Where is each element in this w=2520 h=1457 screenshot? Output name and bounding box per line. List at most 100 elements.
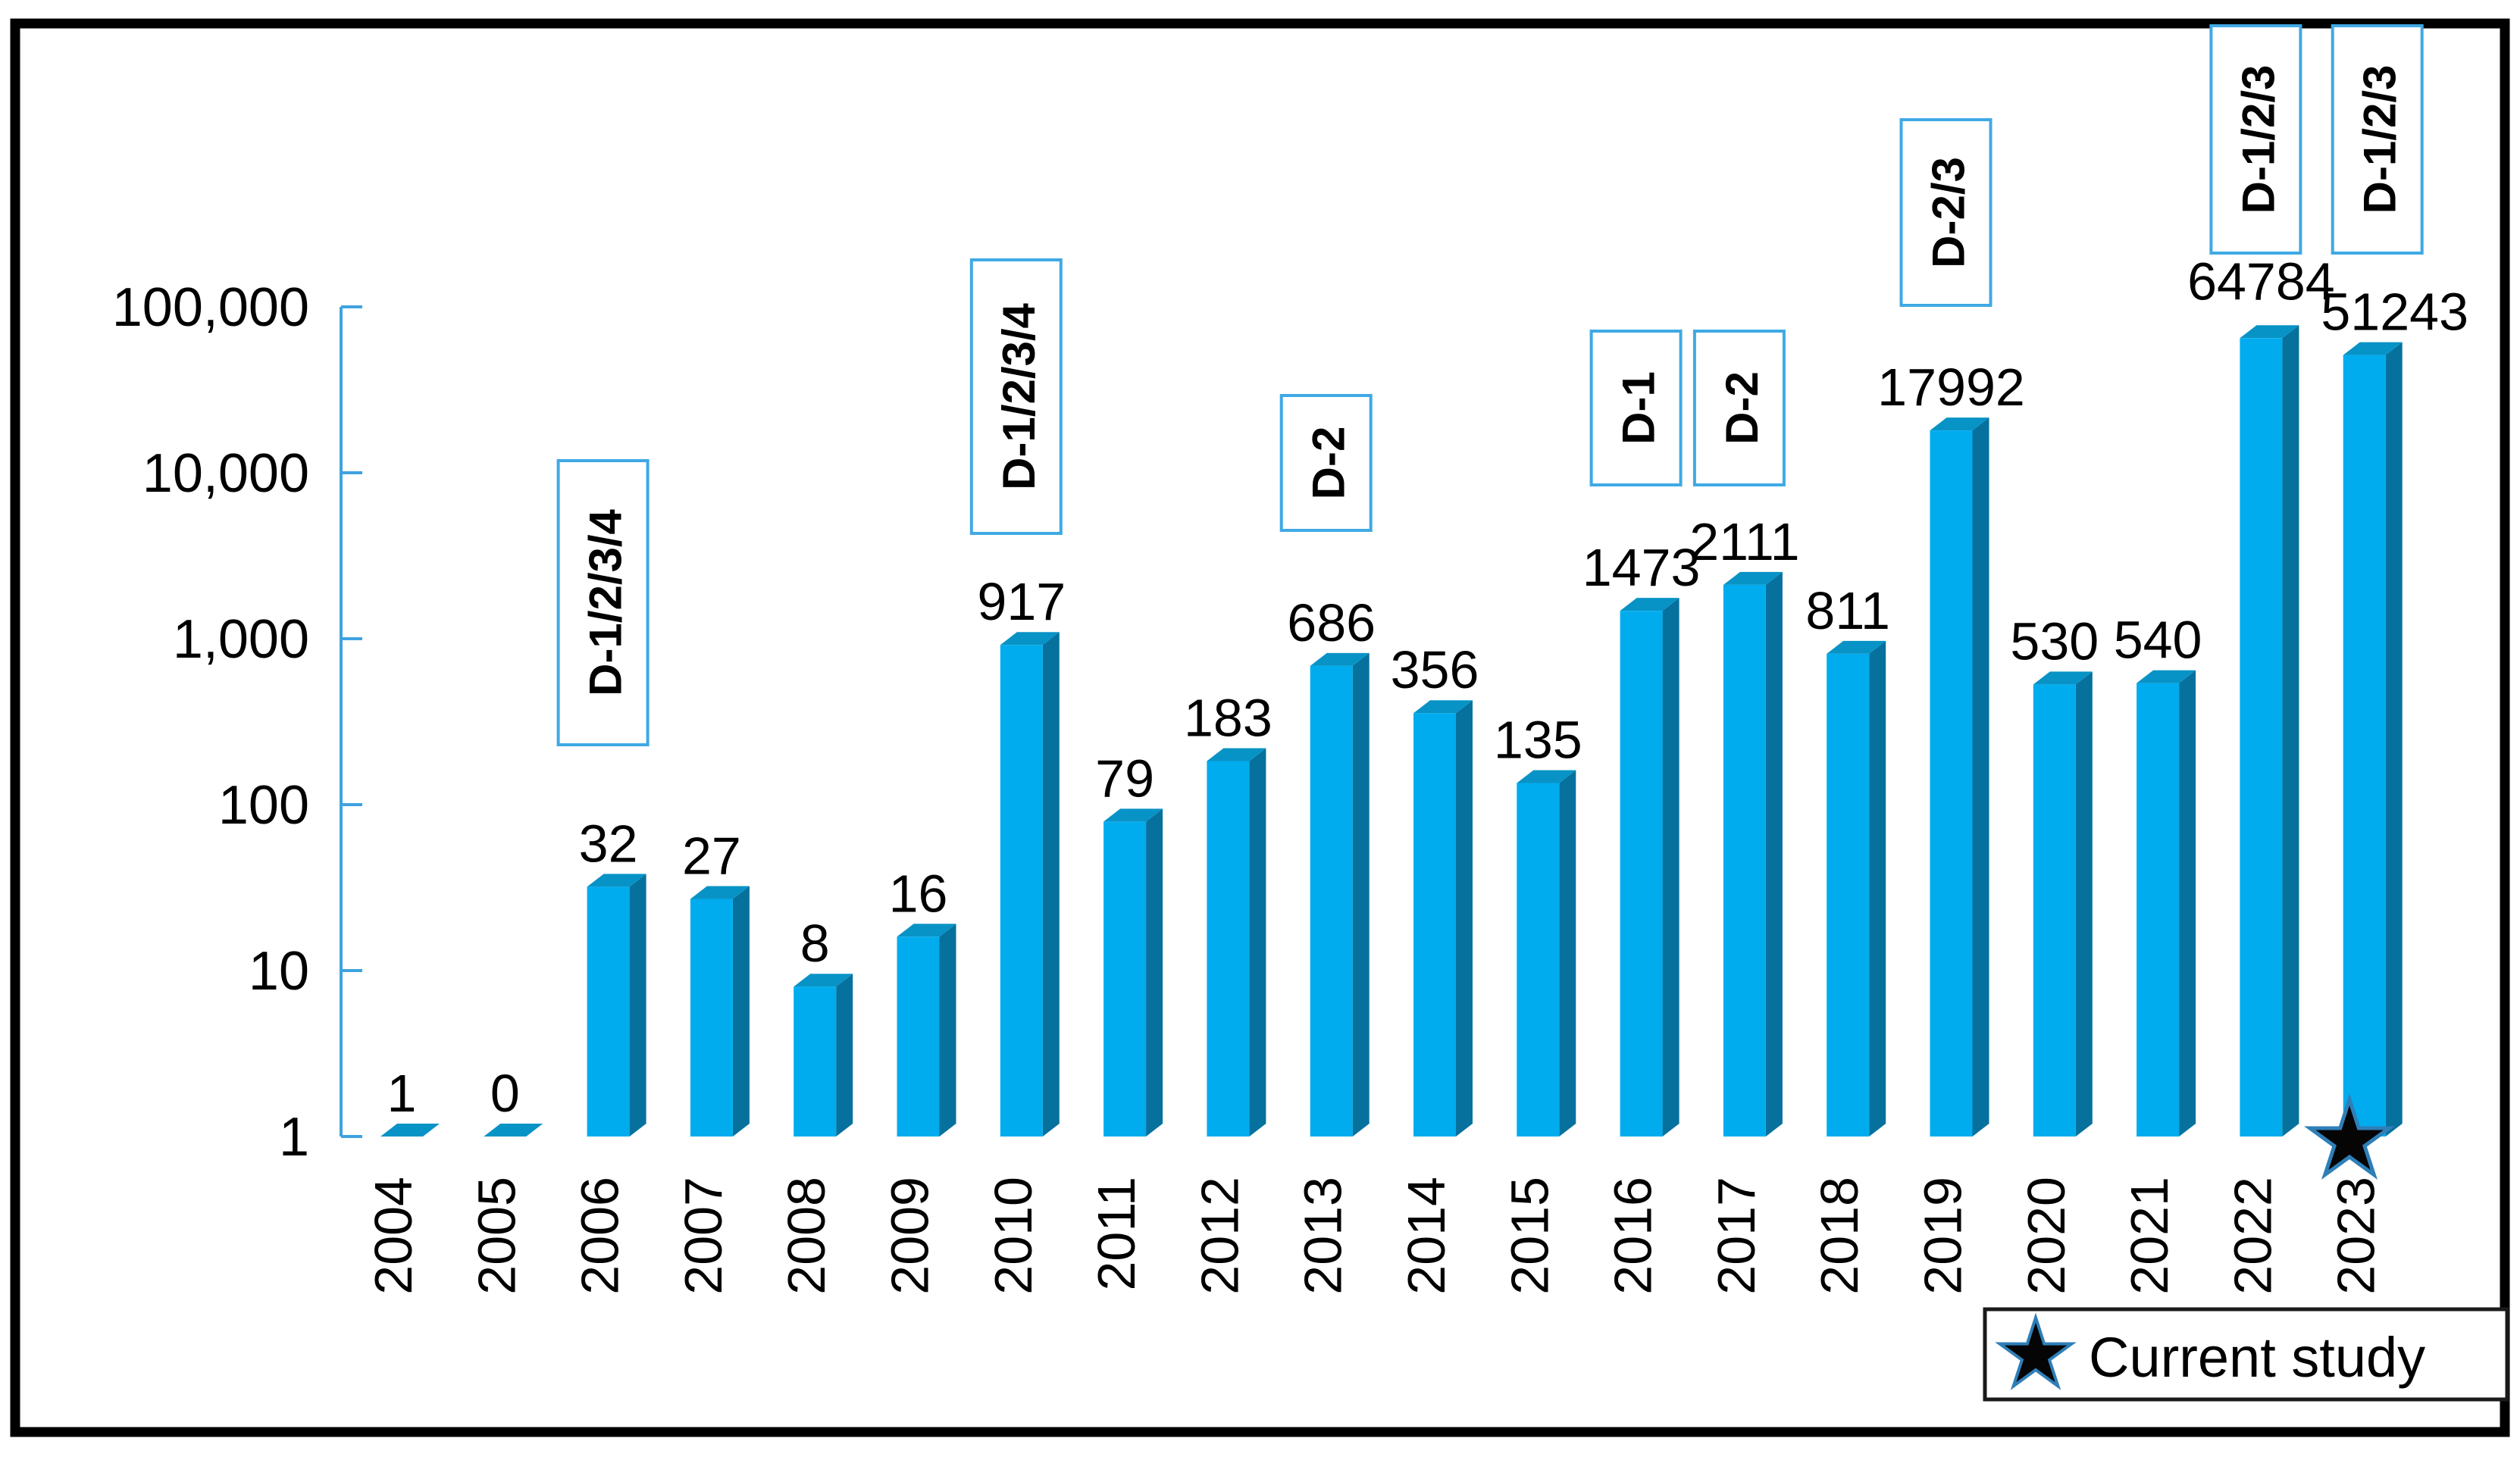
bar-value-label: 811	[1805, 581, 1890, 640]
bar-side-face	[1042, 632, 1060, 1137]
x-axis-category-label: 2014	[1397, 1177, 1456, 1295]
annotation-box-2019	[1899, 118, 1993, 307]
bar-side-face	[1352, 652, 1370, 1137]
annotation-label-2023: D-1/2/3	[2355, 65, 2406, 214]
bar-top-face	[2033, 671, 2093, 685]
bar-value-label: 17992	[1877, 358, 2025, 417]
bar-top-face	[1827, 640, 1886, 654]
annotation-label-2013: D-2	[1304, 427, 1354, 500]
bar-2010	[1000, 632, 1060, 1137]
bar-2004	[380, 1124, 440, 1137]
bar-value-label: 2111	[1689, 512, 1799, 571]
x-axis-category-label: 2007	[674, 1177, 733, 1295]
bar-side-face	[629, 874, 646, 1137]
bar-value-label: 64784	[2187, 252, 2335, 311]
bar-value-label: 540	[2114, 611, 2202, 670]
bar-front-face	[794, 986, 837, 1137]
x-axis-category-label: 2006	[571, 1177, 630, 1295]
annotation-box-2010	[969, 258, 1063, 535]
bar-side-face	[1249, 748, 1266, 1137]
bar-top-face	[1620, 598, 1679, 611]
bar-side-face	[1662, 598, 1679, 1137]
bar-2013	[1310, 652, 1370, 1137]
bar-value-label: 51243	[2321, 283, 2468, 342]
bar-2006	[587, 874, 646, 1137]
bar-value-label: 79	[1095, 749, 1154, 808]
bar-side-face	[1869, 640, 1886, 1137]
bar-value-label: 686	[1287, 593, 1376, 652]
bar-top-face	[1517, 770, 1576, 783]
bar-2019	[1930, 417, 1989, 1137]
annotation-label-2022: D-1/2/3	[2233, 65, 2284, 214]
x-axis-category-label: 2010	[984, 1177, 1043, 1295]
bar-2017	[1723, 571, 1783, 1137]
bar-side-face	[836, 974, 853, 1137]
bar-front-face	[1207, 761, 1250, 1137]
bar-2007	[690, 886, 750, 1137]
bar-top-face	[1723, 571, 1783, 585]
annotation-box-2022	[2209, 24, 2302, 255]
bar-value-label: 183	[1184, 689, 1273, 748]
x-axis-category-label: 2019	[1914, 1177, 1973, 1295]
annotation-label-2016: D-1	[1614, 371, 1664, 445]
bar-side-face	[2282, 325, 2299, 1137]
annotation-box-2006	[556, 459, 650, 746]
bar-side-face	[1972, 417, 1989, 1137]
bar-front-face	[897, 936, 940, 1137]
annotation-label-2017: D-2	[1717, 371, 1767, 445]
bar-front-face	[1930, 430, 1973, 1137]
bar-front-face	[1413, 713, 1456, 1137]
y-axis-tick-label: 1	[279, 1107, 309, 1168]
bar-2014	[1413, 700, 1473, 1137]
annotation-box-2016	[1589, 330, 1683, 486]
bar-top-face	[2240, 325, 2299, 339]
bar-value-label: 32	[579, 814, 638, 873]
y-axis-tick-label: 10,000	[142, 443, 309, 504]
bar-2005	[484, 1124, 543, 1137]
current-study-star-icon	[2304, 1093, 2395, 1180]
bar-value-label: 135	[1494, 710, 1582, 769]
y-axis-tick-label: 100	[218, 775, 309, 836]
bar-front-face	[587, 886, 630, 1137]
legend-label: Current study	[2089, 1326, 2425, 1389]
bar-2016	[1620, 598, 1679, 1137]
annotation-box-2013	[1279, 394, 1373, 532]
annotation-label-2010: D-1/2/3/4	[994, 302, 1044, 489]
x-axis-category-label: 2017	[1707, 1177, 1766, 1295]
bar-value-label: 530	[2010, 611, 2099, 671]
bar-front-face	[1620, 611, 1663, 1137]
x-axis-category-label: 2023	[2327, 1177, 2386, 1295]
bar-2009	[897, 924, 956, 1137]
bar-value-label: 8	[800, 914, 830, 973]
x-axis-category-label: 2013	[1294, 1177, 1353, 1295]
bar-top-face	[1413, 700, 1473, 714]
bar-top-face	[1930, 417, 1989, 431]
bar-value-label: 1473	[1582, 538, 1701, 597]
bar-top-face	[1310, 652, 1370, 666]
bar-top-face	[794, 974, 853, 987]
x-axis-category-label: 2008	[777, 1177, 836, 1295]
annotation-box-2017	[1692, 330, 1786, 486]
bar-2015	[1517, 770, 1576, 1137]
x-axis-category-label: 2004	[364, 1177, 423, 1295]
bar-2012	[1207, 748, 1266, 1137]
bar-side-face	[2075, 671, 2093, 1137]
bar-front-face	[1517, 783, 1560, 1137]
chart-frame	[10, 18, 2510, 1437]
bar-side-face	[732, 886, 750, 1137]
bar-value-label: 0	[490, 1064, 520, 1123]
bar-front-face	[690, 899, 733, 1137]
bar-value-label: 356	[1391, 640, 1479, 699]
x-axis-category-label: 2005	[467, 1177, 526, 1295]
bar-2021	[2137, 670, 2196, 1137]
x-axis-category-label: 2009	[881, 1177, 940, 1295]
y-axis-tick-label: 100,000	[112, 277, 309, 338]
bar-side-face	[1765, 571, 1783, 1137]
bar-side-face	[2385, 342, 2403, 1137]
x-axis-category-label: 2020	[2017, 1177, 2076, 1295]
bar-front-face	[2033, 684, 2076, 1137]
bar-top-face	[1207, 748, 1266, 761]
bar-2020	[2033, 671, 2093, 1137]
